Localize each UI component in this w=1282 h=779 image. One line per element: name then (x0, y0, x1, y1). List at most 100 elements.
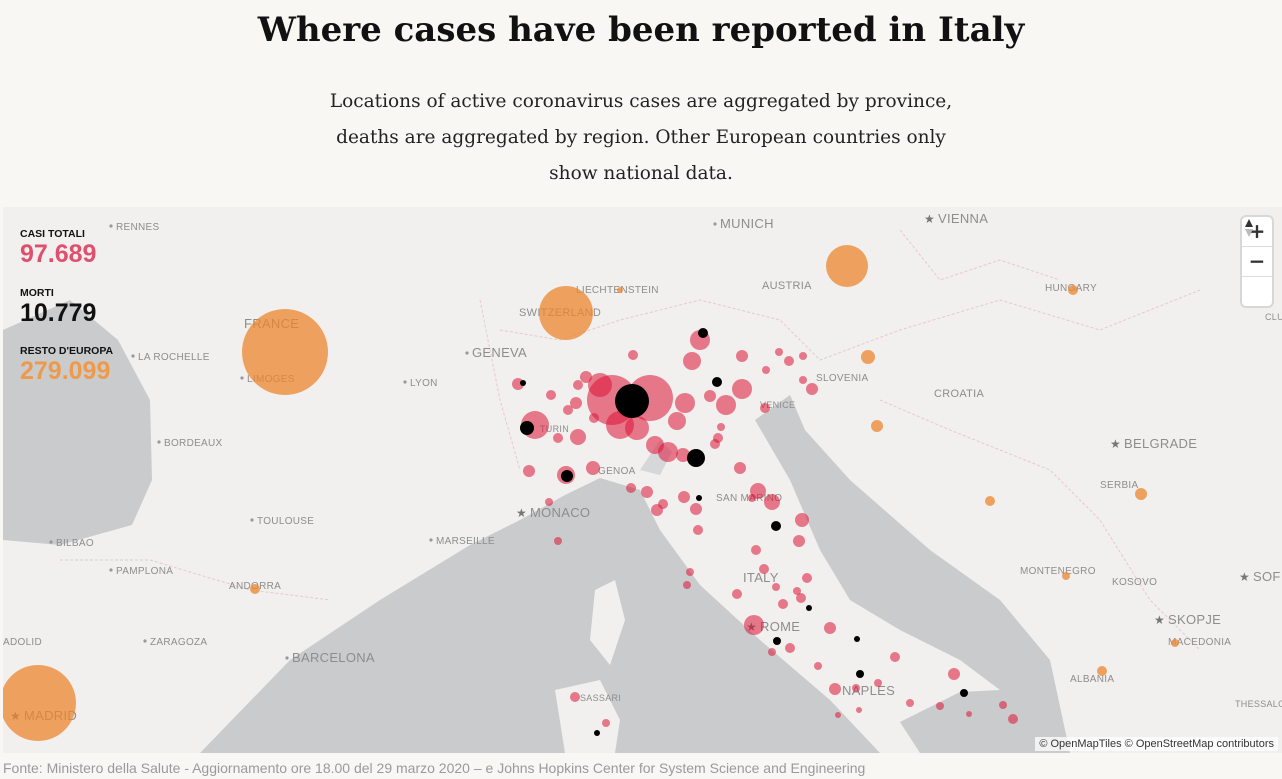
place-label: MARSEILLE (436, 536, 495, 547)
case-bubble (641, 486, 653, 498)
zoom-out[interactable]: − (1242, 247, 1272, 277)
case-bubble (520, 380, 526, 386)
case-bubble (748, 494, 756, 502)
place-label: GENOA (598, 466, 636, 477)
case-bubble (668, 412, 686, 430)
place-label: MACEDONIA (1168, 637, 1231, 648)
case-bubble (554, 537, 562, 545)
city-dot (109, 568, 113, 572)
place-label: ADOLID (3, 637, 42, 648)
place-label: ITALY (743, 570, 779, 585)
case-bubbles (3, 245, 1179, 741)
case-bubble (1097, 666, 1107, 676)
case-bubble (573, 380, 583, 390)
case-bubble (625, 416, 649, 440)
case-bubble (690, 503, 702, 515)
case-bubble (999, 701, 1007, 709)
case-bubble (615, 384, 649, 418)
city-dot (465, 351, 469, 355)
source-note: Fonte: Ministero della Salute - Aggiorna… (3, 760, 866, 776)
case-bubble (1008, 714, 1018, 724)
stat-label: MORTI (20, 287, 54, 299)
place-label: GENEVA (472, 345, 527, 360)
case-bubble (772, 583, 780, 591)
city-dot (285, 656, 289, 660)
place-label: SLOVENIA (816, 373, 868, 384)
case-bubble (546, 390, 556, 400)
zoom-in[interactable]: + (1242, 217, 1272, 247)
case-bubble (717, 423, 725, 431)
case-bubble (704, 390, 716, 402)
place-label: ROME (760, 619, 800, 634)
case-bubble (861, 350, 875, 364)
place-label: BELGRADE (1124, 436, 1197, 451)
place-label: RENNES (116, 222, 160, 233)
stat-value: 10.779 (20, 299, 97, 327)
case-bubble (775, 348, 783, 356)
place-label: ALBANIA (1070, 674, 1114, 685)
case-bubble (1062, 572, 1070, 580)
case-bubble (966, 711, 972, 717)
case-bubble (793, 587, 801, 595)
case-bubble (1135, 488, 1147, 500)
map[interactable]: RENNESMUNICH★VIENNALIECHTENSTEINAUSTRIAH… (3, 207, 1282, 753)
case-bubble (586, 461, 600, 475)
case-bubble (675, 393, 695, 413)
stat-value: 279.099 (20, 357, 111, 385)
place-label: SERBIA (1100, 480, 1139, 491)
case-bubble (773, 637, 781, 645)
case-bubble (626, 483, 636, 493)
place-label: MONTENEGRO (1020, 566, 1096, 577)
case-bubble (806, 605, 812, 611)
place-label: VIENNA (938, 211, 988, 226)
place-label: ZARAGOZA (150, 637, 207, 648)
case-bubble (570, 429, 586, 445)
title: Where cases have been reported in Italy (257, 10, 1025, 50)
map-controls: + − (1242, 217, 1272, 306)
case-bubble (759, 564, 769, 574)
case-bubble (687, 449, 705, 467)
place-label: SASSARI (580, 693, 621, 703)
stat-label: CASI TOTALI (20, 228, 85, 240)
place-label: SOF (1253, 569, 1281, 584)
borders (60, 229, 1201, 651)
case-bubble (785, 643, 795, 653)
case-bubble (686, 568, 694, 576)
case-bubble (771, 521, 781, 531)
case-bubble (698, 328, 708, 338)
case-bubble (890, 652, 900, 662)
city-dot (713, 222, 717, 226)
city-dot (240, 376, 244, 380)
case-bubble (732, 589, 742, 599)
place-label: AUSTRIA (762, 280, 812, 292)
case-bubble (948, 668, 960, 680)
city-dot (49, 540, 53, 544)
case-bubble (594, 730, 600, 736)
case-bubble (589, 413, 599, 423)
capital-star: ★ (1239, 570, 1250, 584)
place-label: LA ROCHELLE (138, 352, 210, 363)
case-bubble (760, 403, 770, 413)
case-bubble (768, 648, 776, 656)
city-dot (131, 354, 135, 358)
capital-star: ★ (924, 212, 935, 226)
map-canvas: RENNESMUNICH★VIENNALIECHTENSTEINAUSTRIAH… (3, 211, 1282, 753)
case-bubble (799, 352, 807, 360)
case-bubble (829, 683, 841, 695)
case-bubble (520, 421, 534, 435)
case-bubble (3, 665, 76, 741)
case-bubble (736, 350, 748, 362)
case-bubble (570, 692, 580, 702)
case-bubble (854, 636, 860, 642)
case-bubble (561, 470, 573, 482)
case-bubble (539, 286, 593, 340)
compass-icon (1245, 219, 1253, 237)
case-bubble (936, 702, 944, 710)
compass[interactable] (1242, 219, 1272, 306)
case-bubble (856, 670, 864, 678)
case-bubble (628, 350, 638, 360)
stat: CASI TOTALI 97.689 (20, 228, 96, 268)
case-bubble (852, 684, 860, 692)
case-bubble (716, 395, 736, 415)
